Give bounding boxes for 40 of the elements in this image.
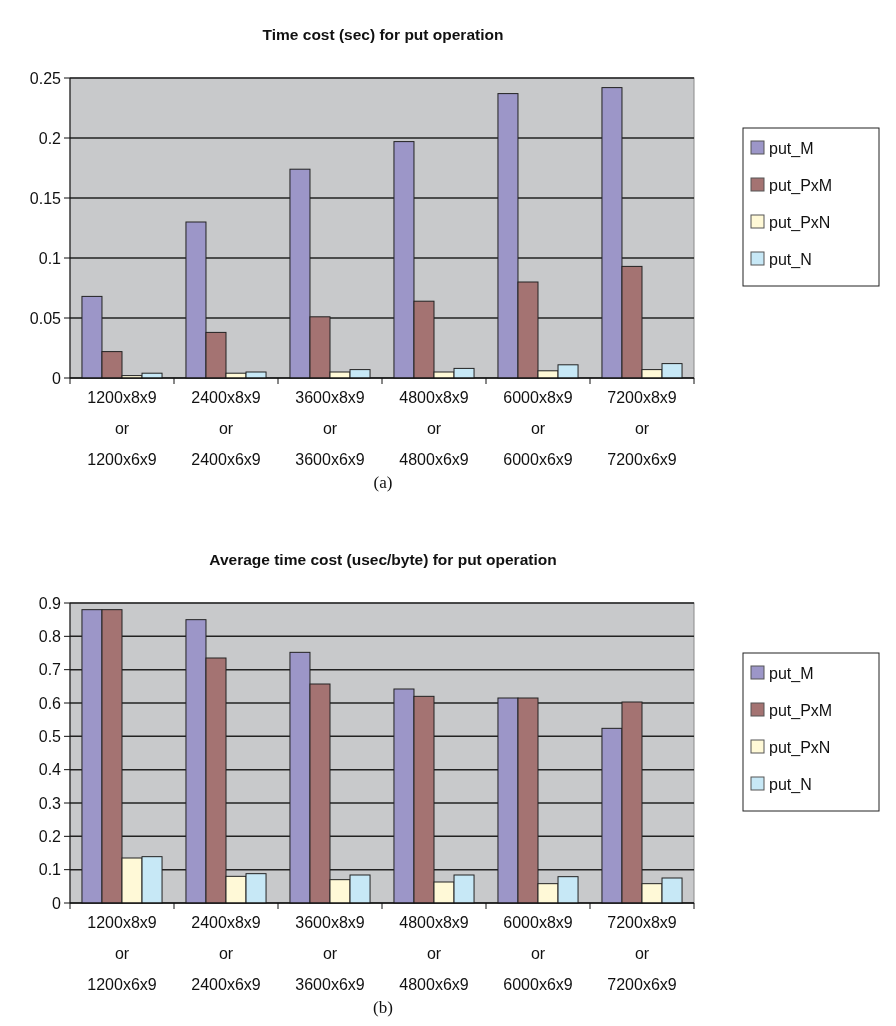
y-tick-label: 0 [52,369,62,387]
chart-title: Time cost (sec) for put operation [262,26,504,43]
y-tick-label: 0.2 [38,129,62,147]
x-tick-label: 1200x8x9 or 1200x6x9 [87,389,157,468]
x-tick-label: 7200x8x9 or 7200x6x9 [607,914,677,993]
y-tick-label: 0.2 [38,827,62,845]
x-tick-label: 3600x8x9 or 3600x6x9 [295,914,365,993]
legend-label: put_PxN [769,738,831,757]
y-tick-label: 0.25 [29,69,62,87]
x-tick-label: 6000x8x9 or 6000x6x9 [503,389,573,468]
y-tick-label: 0.05 [29,309,62,327]
text: (b) [373,998,393,1017]
y-tick-label: 0 [52,894,62,912]
x-tick-label: 2400x8x9 or 2400x6x9 [191,914,261,993]
chart-title: Average time cost (usec/byte) for put operation [209,551,557,568]
legend-label: put_M [769,139,814,158]
x-tick-label: 6000x8x9 or 6000x6x9 [503,914,573,993]
y-tick-label: 0.15 [29,189,62,207]
x-tick-label: 3600x8x9 or 3600x6x9 [295,389,365,468]
legend-label: put_PxN [769,213,831,232]
legend-label: put_N [769,775,812,794]
x-tick-label: 7200x8x9 or 7200x6x9 [607,389,677,468]
y-tick-label: 0.8 [38,627,62,645]
y-tick-label: 0.3 [38,794,62,812]
y-tick-label: 0.6 [38,694,62,712]
y-tick-label: 0.1 [38,861,62,879]
text: (a) [373,473,393,492]
x-tick-label: 4800x8x9 or 4800x6x9 [399,914,469,993]
x-tick-label: 2400x8x9 or 2400x6x9 [191,389,261,468]
legend-label: put_M [769,664,814,683]
x-tick-label: 1200x8x9 or 1200x6x9 [87,914,157,993]
y-tick-label: 0.5 [38,727,62,745]
legend-label: put_PxM [769,176,833,195]
y-tick-label: 0.4 [38,761,62,779]
y-tick-label: 0.7 [38,661,62,679]
y-tick-label: 0.1 [38,249,62,267]
legend-label: put_N [769,250,812,269]
legend-label: put_PxM [769,701,833,720]
x-tick-label: 4800x8x9 or 4800x6x9 [399,389,469,468]
y-tick-label: 0.9 [38,594,62,612]
